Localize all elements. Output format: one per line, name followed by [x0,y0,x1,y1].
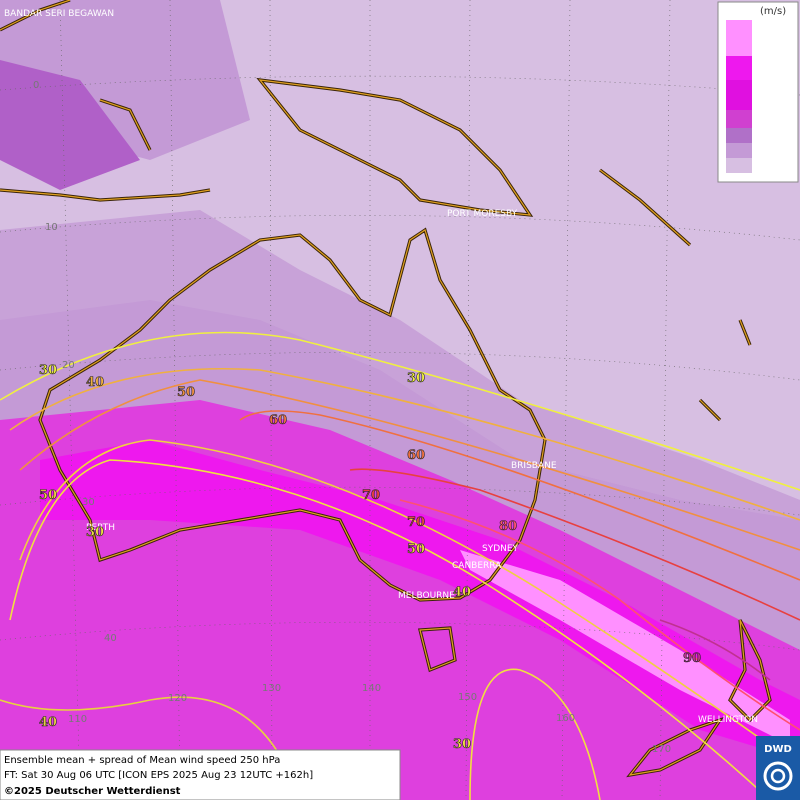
legend-swatch [726,80,752,110]
contour-label: 90 [683,651,701,666]
longitude-label: 140 [362,683,381,694]
contour-label: 30 [407,371,425,386]
contour-label: 50 [39,488,57,503]
caption-line: FT: Sat 30 Aug 06 UTC [ICON EPS 2025 Aug… [4,770,313,781]
contour-label: 50 [407,542,425,557]
latitude-label: 20 [62,360,75,371]
contour-label: 70 [362,488,380,503]
longitude-label: 130 [262,683,281,694]
latitude-label: 40 [104,633,117,644]
contour-label: 70 [407,515,425,530]
longitude-label: 170 [652,744,671,755]
longitude-label: 160 [556,713,575,724]
longitude-label: 120 [168,693,187,704]
contour-label: 40 [453,585,471,600]
legend-unit: (m/s) [760,6,786,17]
caption-box [0,749,401,800]
contour-label: 30 [39,363,57,378]
contour-label: 30 [453,737,471,752]
city-label: PORT MORESBY [447,209,518,219]
city-label: SYDNEY [482,544,519,554]
contour-label: 60 [407,448,425,463]
city-label: PERTH [86,523,115,533]
city-label: WELLINGTON [698,715,758,725]
logo-icon [770,768,786,784]
longitude-label: 150 [458,692,477,703]
light-area [0,0,800,500]
legend-swatch [726,20,752,56]
caption: Ensemble mean + spread of Mean wind spee… [0,749,401,800]
contours [0,331,800,800]
band [0,210,800,520]
contour-label: 50 [177,385,195,400]
legend-swatch [726,143,752,158]
latitude-label: 10 [45,222,58,233]
city-label: MELBOURNE [398,591,455,601]
logo: DWD [756,736,800,800]
legend-swatch [726,110,752,128]
city-label: CANBERRA [452,561,502,571]
strong-area [40,440,800,760]
logo-text: DWD [764,744,792,755]
legend-swatch [726,158,752,173]
caption-line: ©2025 Deutscher Wetterdienst [4,786,181,797]
west-patch [0,60,140,190]
contour-label: 60 [269,413,287,428]
caption-line: Ensemble mean + spread of Mean wind spee… [4,755,280,766]
labels: BANDAR SERI BEGAWAN PORT MORESBY BRISBANE S… [4,9,776,755]
legend: (m/s) [717,1,799,183]
city-label: BRISBANE [511,461,557,471]
latitude-label: 0 [33,80,39,91]
core-area [460,550,790,745]
contour-label: 40 [86,375,104,390]
contour-label: 30 [86,525,104,540]
city-label: BANDAR SERI BEGAWAN [4,9,114,19]
contour-label: 80 [499,519,517,534]
legend-swatch [726,128,752,143]
legend-swatch [726,56,752,80]
longitude-label: 110 [68,714,87,725]
coastlines [0,0,772,778]
logo-icon [763,761,793,791]
contour-label: 40 [39,715,57,730]
latitude-label: 30 [82,497,95,508]
